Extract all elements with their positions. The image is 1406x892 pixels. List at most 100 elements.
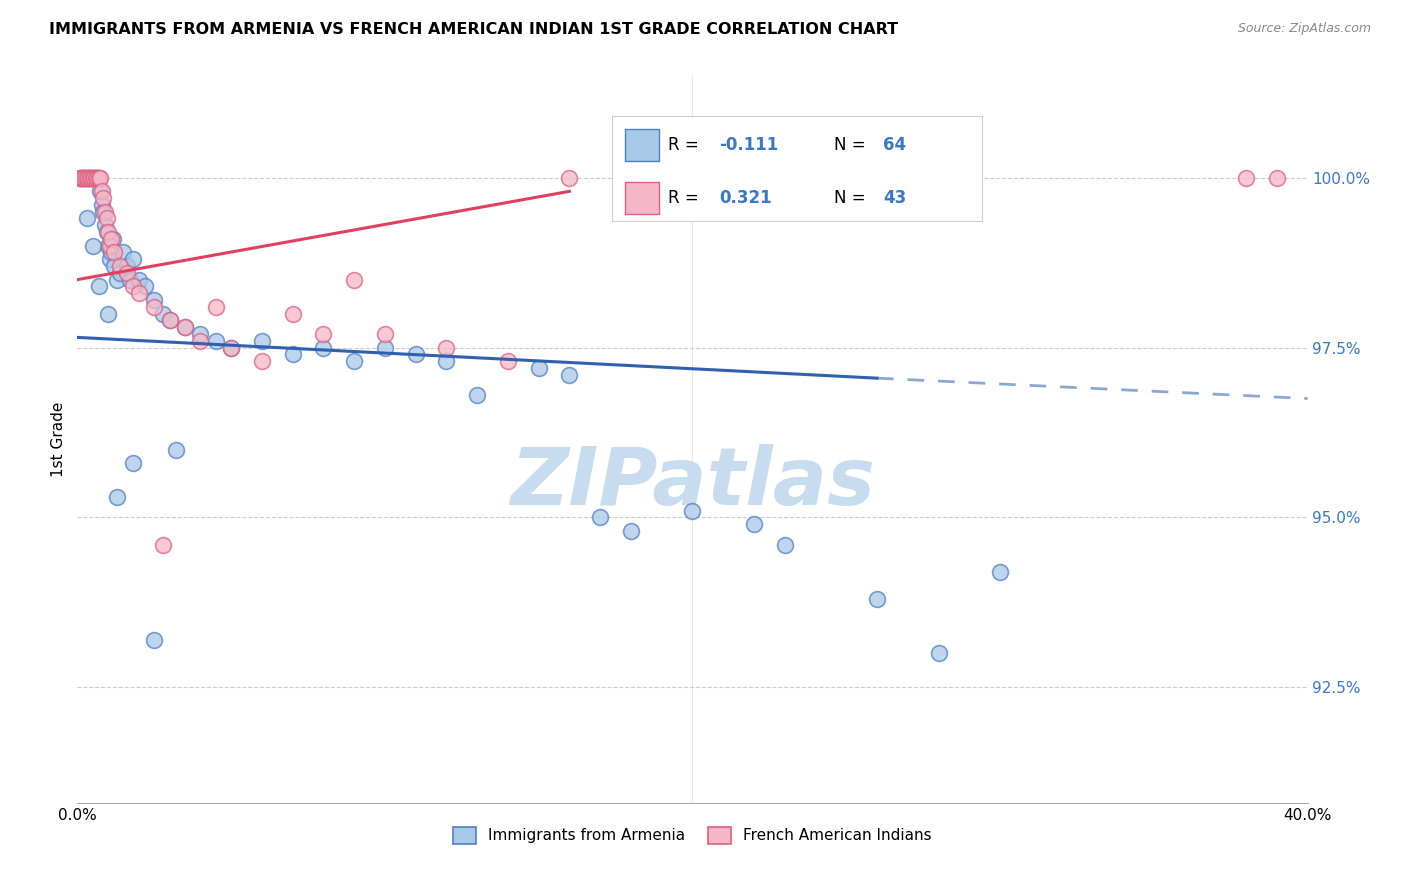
Point bbox=[219, 341, 242, 355]
Point bbox=[312, 341, 335, 355]
Point bbox=[134, 279, 156, 293]
Point bbox=[866, 591, 889, 606]
Point bbox=[70, 170, 93, 185]
Text: N =: N = bbox=[834, 136, 870, 154]
Point bbox=[165, 442, 187, 457]
Point bbox=[250, 334, 273, 348]
Point bbox=[558, 170, 581, 185]
Point bbox=[86, 170, 108, 185]
Point bbox=[436, 341, 458, 355]
Point bbox=[159, 313, 181, 327]
Point bbox=[682, 503, 704, 517]
FancyBboxPatch shape bbox=[624, 182, 659, 214]
Point bbox=[103, 245, 125, 260]
Point bbox=[115, 259, 138, 273]
Point bbox=[152, 538, 174, 552]
Point bbox=[988, 565, 1011, 579]
Point bbox=[97, 238, 120, 252]
Point bbox=[219, 341, 242, 355]
Point bbox=[73, 170, 96, 185]
Point bbox=[112, 245, 135, 260]
Point bbox=[93, 191, 115, 205]
Point bbox=[82, 170, 104, 185]
Point bbox=[118, 273, 141, 287]
Point bbox=[87, 170, 110, 185]
Point bbox=[1265, 170, 1288, 185]
Point bbox=[90, 198, 114, 212]
Point bbox=[465, 388, 488, 402]
Point bbox=[121, 279, 143, 293]
Point bbox=[152, 307, 174, 321]
Point bbox=[527, 361, 550, 376]
Point bbox=[312, 326, 335, 341]
Point bbox=[94, 219, 117, 233]
Point bbox=[143, 300, 166, 314]
Point bbox=[101, 232, 124, 246]
Point bbox=[79, 170, 101, 185]
Text: R =: R = bbox=[668, 189, 704, 207]
Point bbox=[204, 300, 226, 314]
Point bbox=[143, 632, 166, 647]
Point bbox=[73, 170, 96, 185]
Y-axis label: 1st Grade: 1st Grade bbox=[51, 401, 66, 477]
Point bbox=[84, 170, 107, 185]
Point bbox=[374, 341, 396, 355]
Point bbox=[128, 273, 150, 287]
Text: R =: R = bbox=[668, 136, 704, 154]
Point bbox=[281, 307, 304, 321]
Point bbox=[76, 170, 98, 185]
Point bbox=[105, 273, 128, 287]
Point bbox=[620, 524, 643, 538]
Point bbox=[773, 538, 796, 552]
Point bbox=[343, 273, 366, 287]
Point bbox=[105, 490, 128, 504]
Point bbox=[188, 326, 212, 341]
Point bbox=[128, 286, 150, 301]
Text: -0.111: -0.111 bbox=[720, 136, 779, 154]
Text: 43: 43 bbox=[883, 189, 907, 207]
Point bbox=[103, 259, 125, 273]
Point bbox=[77, 170, 100, 185]
Point bbox=[558, 368, 581, 382]
Point bbox=[96, 225, 118, 239]
Point bbox=[76, 170, 98, 185]
Point bbox=[496, 354, 519, 368]
Point bbox=[374, 326, 396, 341]
Point bbox=[188, 334, 212, 348]
Text: Source: ZipAtlas.com: Source: ZipAtlas.com bbox=[1237, 22, 1371, 36]
Point bbox=[79, 170, 101, 185]
Point bbox=[96, 211, 118, 226]
Point bbox=[121, 456, 143, 470]
Point bbox=[250, 354, 273, 368]
Text: ZIPatlas: ZIPatlas bbox=[510, 444, 875, 522]
Point bbox=[87, 279, 110, 293]
FancyBboxPatch shape bbox=[613, 116, 981, 221]
Point bbox=[97, 225, 120, 239]
Point bbox=[1234, 170, 1257, 185]
Point bbox=[98, 238, 121, 252]
Point bbox=[281, 347, 304, 361]
Point bbox=[110, 259, 132, 273]
Point bbox=[94, 204, 117, 219]
Point bbox=[87, 170, 110, 185]
Point bbox=[83, 170, 105, 185]
Point bbox=[69, 170, 91, 185]
Point bbox=[174, 320, 197, 334]
Point bbox=[82, 170, 104, 185]
Point bbox=[83, 170, 105, 185]
Point bbox=[89, 184, 111, 198]
Point bbox=[174, 320, 197, 334]
Text: IMMIGRANTS FROM ARMENIA VS FRENCH AMERICAN INDIAN 1ST GRADE CORRELATION CHART: IMMIGRANTS FROM ARMENIA VS FRENCH AMERIC… bbox=[49, 22, 898, 37]
Point bbox=[76, 211, 98, 226]
Point bbox=[115, 266, 138, 280]
Point bbox=[143, 293, 166, 307]
Point bbox=[742, 517, 765, 532]
Point bbox=[121, 252, 143, 267]
Point bbox=[436, 354, 458, 368]
Point bbox=[80, 170, 103, 185]
Point bbox=[86, 170, 108, 185]
Text: 64: 64 bbox=[883, 136, 907, 154]
Point bbox=[69, 170, 91, 185]
Point bbox=[77, 170, 100, 185]
Point bbox=[89, 170, 111, 185]
